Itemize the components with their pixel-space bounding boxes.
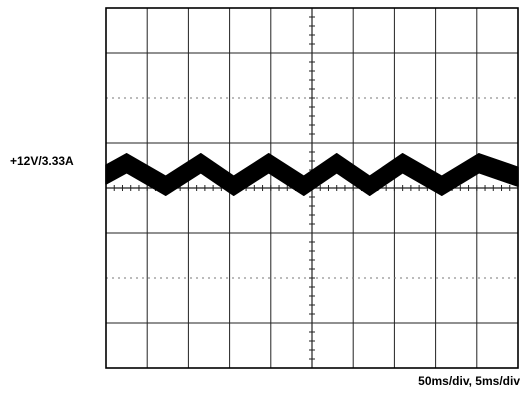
channel-label: +12V/3.33A — [10, 154, 74, 168]
timebase-label: 50ms/div, 5ms/div — [418, 374, 520, 388]
plot-frame — [105, 7, 519, 369]
